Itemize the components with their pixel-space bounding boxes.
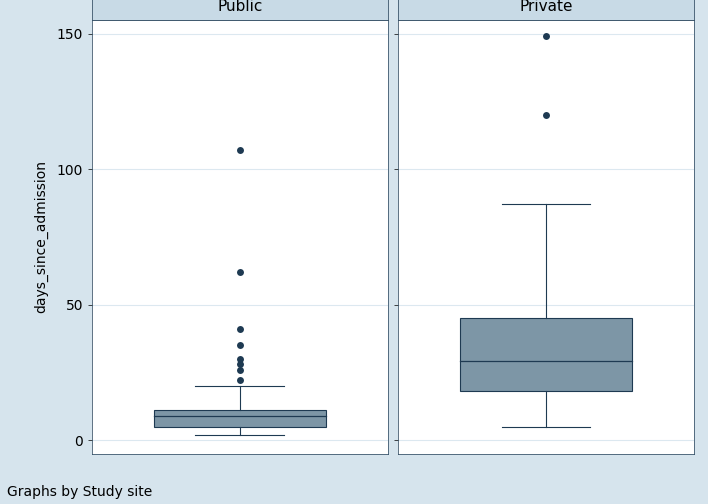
Text: Private: Private (519, 0, 573, 14)
Text: Public: Public (0, 503, 1, 504)
Text: Public: Public (217, 0, 263, 14)
Text: Private: Private (0, 503, 1, 504)
Bar (154, 410, 326, 426)
Y-axis label: days_since_admission: days_since_admission (34, 160, 48, 313)
Bar (459, 318, 632, 391)
Text: Graphs by Study site: Graphs by Study site (7, 485, 152, 499)
